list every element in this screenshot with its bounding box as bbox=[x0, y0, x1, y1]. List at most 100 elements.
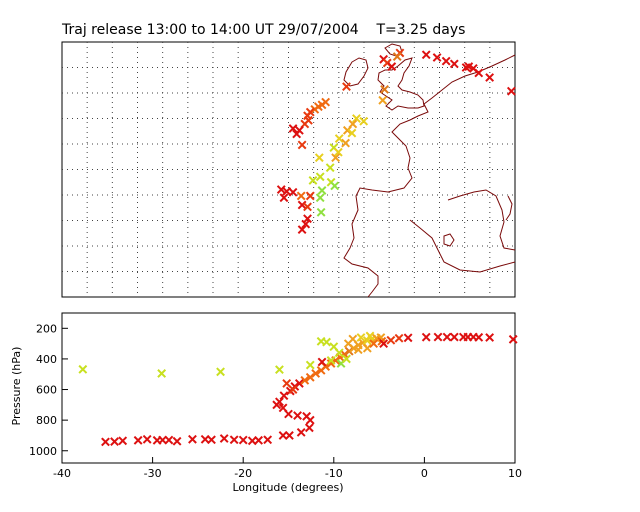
coastline-mediterranean bbox=[409, 219, 516, 273]
coastline-sardinia-corner bbox=[505, 195, 513, 221]
map-point bbox=[325, 163, 335, 173]
pressure-point bbox=[219, 434, 229, 443]
map-point bbox=[292, 129, 302, 139]
pressure-point bbox=[344, 346, 354, 356]
pressure-point bbox=[200, 434, 210, 444]
chart-title: Traj release 13:00 to 14:00 UT 29/07/200… bbox=[62, 22, 466, 38]
pressure-point bbox=[302, 411, 312, 421]
pressure-point bbox=[188, 434, 197, 444]
pressure-point bbox=[216, 367, 225, 377]
x-tick-label: 0 bbox=[421, 467, 428, 480]
map-point bbox=[288, 124, 298, 133]
map-point bbox=[331, 153, 341, 163]
pressure-point bbox=[433, 332, 443, 342]
map-gridlines bbox=[62, 42, 515, 297]
map-point bbox=[341, 138, 350, 148]
pressure-point bbox=[293, 411, 302, 420]
map-point bbox=[352, 114, 361, 123]
pressure-point bbox=[78, 364, 88, 374]
y-tick-label: 200 bbox=[36, 322, 57, 335]
pressure-point bbox=[133, 435, 143, 445]
pressure-point bbox=[305, 372, 315, 382]
map-point bbox=[380, 84, 389, 94]
map-point bbox=[315, 172, 325, 182]
pressure-point bbox=[485, 333, 495, 342]
pressure-point bbox=[296, 427, 306, 437]
map-point bbox=[330, 181, 340, 191]
map-point bbox=[317, 186, 327, 195]
pressure-point bbox=[353, 345, 363, 355]
map-point bbox=[392, 52, 402, 61]
pressure-point bbox=[275, 365, 284, 375]
map-point bbox=[310, 104, 320, 114]
y-axis-label: Pressure (hPa) bbox=[10, 347, 23, 426]
map-point bbox=[342, 125, 352, 135]
coastline-great-britain bbox=[377, 57, 425, 111]
pressure-point bbox=[157, 369, 167, 378]
pressure-point bbox=[317, 357, 327, 367]
pressure-point bbox=[403, 333, 413, 343]
pressure-point bbox=[247, 436, 257, 446]
coastline-italy bbox=[447, 189, 516, 251]
map-point bbox=[297, 140, 307, 150]
pressure-point bbox=[142, 434, 152, 444]
map-point bbox=[387, 62, 397, 72]
pressure-point bbox=[343, 339, 353, 349]
x-axis-label: Longitude (degrees) bbox=[232, 481, 343, 494]
pressure-point bbox=[279, 391, 289, 401]
pressure-point bbox=[362, 343, 372, 353]
pressure-point bbox=[207, 435, 216, 445]
map-point bbox=[441, 56, 451, 66]
pressure-point bbox=[158, 435, 167, 445]
map-point bbox=[314, 153, 324, 163]
pressure-point bbox=[275, 397, 284, 407]
pressure-point bbox=[394, 333, 404, 343]
map-point bbox=[315, 193, 325, 203]
pressure-point bbox=[369, 339, 379, 349]
map-point bbox=[282, 186, 292, 196]
pressure-point bbox=[284, 409, 293, 419]
pressure-point bbox=[322, 337, 331, 347]
map-point bbox=[474, 68, 484, 78]
map-point bbox=[432, 53, 442, 62]
pressure-panel: -40 -30 -20 -10 0 10 200 400 600 800 1000 Longitud… bbox=[10, 312, 522, 494]
pressure-point bbox=[449, 332, 459, 342]
pressure-point bbox=[282, 378, 292, 388]
pressure-point bbox=[238, 435, 248, 445]
map-point bbox=[305, 191, 315, 201]
map-panel bbox=[61, 41, 516, 298]
map-point bbox=[300, 119, 310, 129]
y-tick-label: 600 bbox=[36, 384, 57, 397]
y-tick-label: 400 bbox=[36, 353, 57, 366]
coastline-outline bbox=[343, 43, 516, 298]
pressure-point bbox=[474, 332, 484, 342]
map-point bbox=[342, 82, 351, 92]
pressure-point bbox=[278, 403, 288, 413]
map-point bbox=[303, 202, 312, 212]
pressure-point bbox=[172, 436, 182, 446]
x-tick-label: 10 bbox=[508, 467, 522, 480]
map-point bbox=[449, 59, 459, 69]
map-point bbox=[317, 100, 327, 110]
pressure-point bbox=[118, 436, 128, 446]
pressure-point bbox=[263, 435, 273, 445]
map-point bbox=[378, 95, 388, 105]
map-point bbox=[296, 191, 306, 201]
pressure-point bbox=[101, 437, 110, 447]
pressure-point bbox=[294, 378, 304, 388]
pressure-point bbox=[508, 334, 518, 344]
map-point bbox=[347, 128, 357, 138]
pressure-point bbox=[311, 369, 321, 378]
coastline-continent bbox=[343, 54, 516, 298]
map-point bbox=[288, 187, 298, 197]
pressure-point bbox=[288, 385, 298, 394]
y-tick-label: 1000 bbox=[29, 445, 57, 458]
pressure-trajectory-points bbox=[78, 331, 518, 447]
pressure-axis-ticks: -40 -30 -20 -10 0 10 200 400 600 800 1000 bbox=[29, 322, 522, 480]
pressure-point bbox=[254, 435, 264, 445]
coastline-ireland bbox=[343, 57, 369, 87]
pressure-point bbox=[463, 332, 473, 342]
map-point bbox=[334, 134, 344, 143]
x-tick-label: -30 bbox=[144, 467, 162, 480]
